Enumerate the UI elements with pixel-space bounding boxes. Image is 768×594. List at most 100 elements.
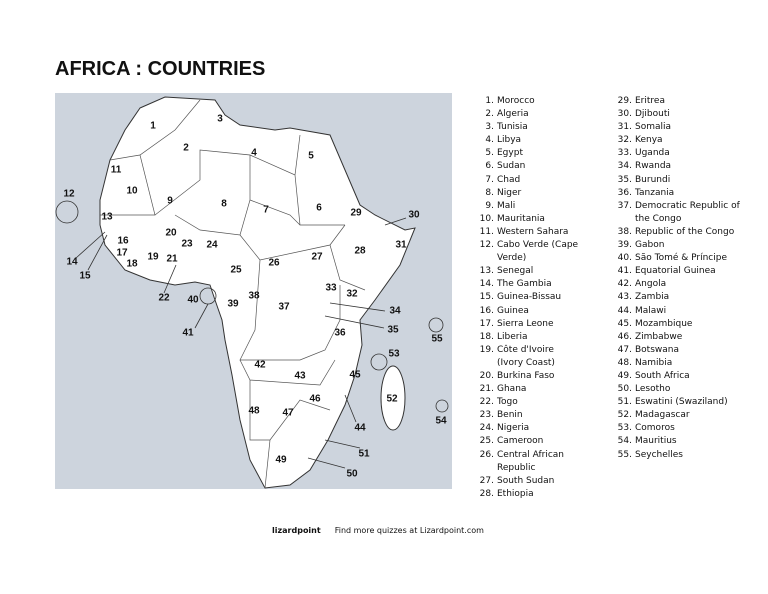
legend-name: Mozambique [635, 318, 693, 329]
legend-number: 13. [479, 266, 494, 277]
madagascar [380, 365, 406, 431]
legend-number: 51. [617, 397, 632, 408]
legend-number: 38. [617, 226, 632, 237]
legend-item: 30. Djibouti [608, 108, 747, 121]
legend-name: Egypt [497, 148, 523, 159]
legend-item: 31. Somalia [608, 121, 747, 134]
legend-number: 39. [617, 240, 632, 251]
legend-item: 54. Mauritius [608, 435, 747, 448]
legend-number: 47. [617, 344, 632, 355]
legend-item: 25. Cameroon [470, 435, 581, 448]
legend-item: 20. Burkina Faso [470, 370, 581, 383]
legend-name: South Sudan [497, 475, 555, 486]
legend-number: 41. [617, 266, 632, 277]
legend-item: 22. Togo [470, 396, 581, 409]
map-label: 36 [334, 328, 346, 339]
legend-name: Benin [497, 410, 523, 421]
legend-item: 47. Botswana [608, 344, 747, 357]
map-label: 6 [316, 203, 322, 214]
legend-item: 12. Cabo Verde (Cape Verde) [470, 239, 581, 265]
legend-number: 32. [617, 135, 632, 146]
map-label: 8 [221, 199, 227, 210]
footer: lizardpoint Find more quizzes at Lizardp… [272, 526, 484, 535]
legend-item: 40. São Tomé & Príncipe [608, 252, 747, 265]
legend-number: 24. [479, 423, 494, 434]
legend-number: 2. [485, 109, 494, 120]
legend-item: 45. Mozambique [608, 318, 747, 331]
map-label: 48 [248, 406, 260, 417]
legend-item: 34. Rwanda [608, 160, 747, 173]
legend-item: 37. Democratic Republic of the Congo [608, 200, 747, 226]
map-label: 14 [66, 257, 78, 268]
legend-number: 52. [617, 410, 632, 421]
legend-name: Namibia [635, 357, 673, 368]
map-label: 26 [268, 258, 280, 269]
legend-number: 11. [479, 226, 494, 237]
map-label: 40 [187, 295, 199, 306]
legend-name: Republic of the Congo [635, 226, 735, 237]
legend-item: 36. Tanzania [608, 187, 747, 200]
legend-number: 4. [485, 135, 494, 146]
legend-number: 33. [617, 148, 632, 159]
legend-name: Libya [497, 135, 522, 146]
map-label: 50 [346, 469, 358, 480]
map-label: 44 [354, 423, 366, 434]
legend-item: 52. Madagascar [608, 409, 747, 422]
map-label: 43 [294, 371, 306, 382]
legend-name: Seychelles [635, 449, 683, 460]
legend-name: Ghana [497, 384, 527, 395]
legend-name: Eritrea [635, 96, 665, 106]
map-label: 30 [408, 210, 420, 221]
legend-number: 30. [617, 109, 632, 120]
map-label: 49 [275, 455, 287, 466]
legend-number: 44. [617, 305, 632, 316]
map-label: 39 [227, 299, 239, 310]
legend-item: 2. Algeria [470, 108, 581, 121]
map-label: 9 [167, 196, 173, 207]
legend-name: Uganda [635, 148, 670, 159]
legend-number: 18. [479, 331, 494, 342]
legend-number: 8. [485, 187, 494, 198]
legend-number: 15. [479, 292, 494, 303]
map-label: 19 [147, 252, 159, 263]
legend-name: Lesotho [635, 384, 671, 395]
legend-item: 9. Mali [470, 200, 581, 213]
legend-number: 46. [617, 331, 632, 342]
map-label: 46 [309, 394, 321, 405]
legend-item: 32. Kenya [608, 134, 747, 147]
map-label: 35 [387, 325, 399, 336]
legend-number: 6. [485, 161, 494, 172]
legend-item: 1. Morocco [470, 95, 581, 108]
legend-column: 1. Morocco 2. Algeria 3. Tunisia 4. Libya 5. Egyp… [470, 95, 581, 501]
legend-item: 43. Zambia [608, 291, 747, 304]
map-label: 20 [165, 228, 177, 239]
legend-name: Somalia [635, 122, 672, 133]
legend-number: 14. [479, 279, 494, 290]
legend-item: 21. Ghana [470, 383, 581, 396]
legend-item: 55. Seychelles [608, 449, 747, 462]
legend-item: 3. Tunisia [470, 121, 581, 134]
map-label: 15 [79, 271, 91, 282]
legend-name: Nigeria [497, 423, 530, 434]
map-label: 54 [435, 416, 447, 427]
map-label: 13 [101, 212, 113, 223]
map-label: 23 [181, 239, 193, 250]
legend-number: 28. [479, 488, 494, 499]
legend-number: 35. [617, 174, 632, 185]
legend-name: Gabon [635, 240, 665, 251]
legend-name: Guinea [497, 305, 529, 316]
legend-item: 7. Chad [470, 174, 581, 187]
legend-name: Central African Republic [497, 449, 565, 473]
legend-item: 16. Guinea [470, 305, 581, 318]
map-label: 27 [311, 252, 323, 263]
map-label: 16 [117, 236, 129, 247]
legend-name: Mali [497, 200, 516, 211]
map-label: 31 [395, 240, 407, 251]
legend-item: 50. Lesotho [608, 383, 747, 396]
map-label: 28 [354, 246, 366, 257]
legend-number: 21. [479, 384, 494, 395]
legend-name: Côte d'Ivoire (Ivory Coast) [497, 344, 555, 368]
borders [100, 99, 366, 489]
legend-item: 46. Zimbabwe [608, 331, 747, 344]
legend-number: 9. [485, 200, 494, 211]
